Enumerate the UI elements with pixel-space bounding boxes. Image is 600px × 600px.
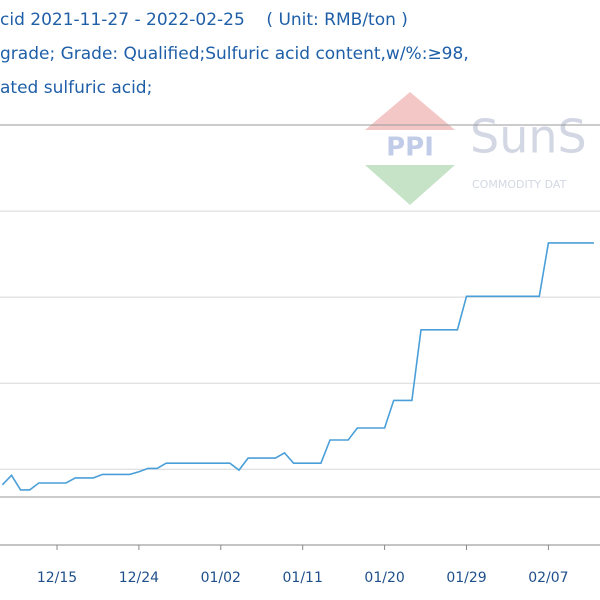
logo-top	[365, 92, 455, 130]
watermark: PPI SunS COMMODITY DAT	[365, 92, 587, 205]
x-tick-label: 01/29	[446, 570, 486, 586]
x-tick-label: 12/15	[37, 570, 77, 586]
chart-title: ated sulfuric acid;	[0, 78, 152, 98]
x-tick-label: 01/11	[283, 570, 323, 586]
watermark-tagline: COMMODITY DAT	[472, 178, 567, 191]
x-tick-label: 02/07	[528, 570, 568, 586]
logo-bottom	[365, 165, 455, 205]
watermark-logo: PPI	[386, 133, 434, 163]
chart-title: grade; Grade: Qualified;Sulfuric acid co…	[0, 44, 469, 64]
chart-title: cid 2021-11-27 - 2022-02-25 ( Unit: RMB/…	[0, 10, 408, 30]
x-tick-label: 01/02	[201, 570, 241, 586]
data-line	[1, 242, 594, 491]
x-tick-label: 01/20	[364, 570, 404, 586]
x-tick-label: 12/24	[119, 570, 159, 586]
watermark-brand: SunS	[470, 110, 587, 164]
